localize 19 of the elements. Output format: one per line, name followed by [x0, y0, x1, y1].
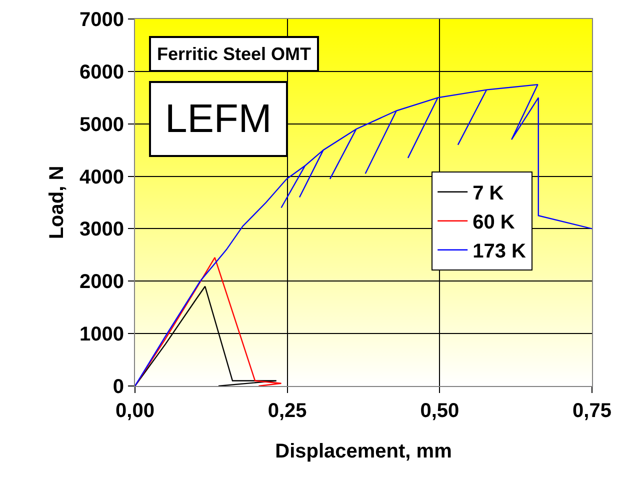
x-tick-label: 0,25 [268, 400, 307, 422]
y-tick-label: 3000 [80, 218, 124, 241]
y-tick-label: 6000 [80, 61, 124, 84]
annotation: LEFM [165, 97, 272, 141]
y-tick-label: 0 [112, 376, 124, 398]
legend-label: 60 K [472, 212, 516, 234]
y-tick-label: 7000 [80, 9, 124, 31]
legend-label: 173 K [472, 240, 527, 263]
y-axis-title: Load, N [46, 166, 68, 240]
legend-label: 7 K [472, 182, 504, 205]
y-tick-label: 4000 [80, 166, 124, 188]
y-tick-label: 5000 [80, 114, 124, 136]
x-axis-title: Displacement, mm [275, 440, 452, 462]
x-tick-label: 0,00 [116, 400, 154, 422]
y-tick-label: 2000 [80, 271, 124, 294]
x-tick-label: 0,50 [420, 400, 460, 422]
y-tick-label: 1000 [80, 324, 124, 346]
x-tick-label: 0,75 [572, 400, 612, 422]
annotation: Ferritic Steel OMT [157, 44, 312, 64]
